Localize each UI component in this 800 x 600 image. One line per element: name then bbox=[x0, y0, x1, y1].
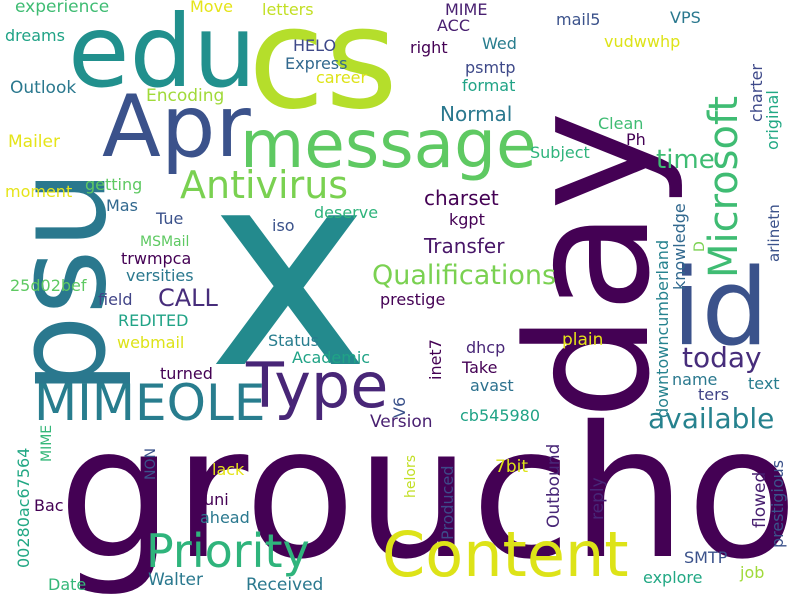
word-antivirus: Antivirus bbox=[180, 163, 349, 207]
word-vps: VPS bbox=[670, 8, 701, 27]
word-experience: experience bbox=[15, 0, 110, 17]
word-bac: Bac bbox=[34, 496, 64, 515]
word-today: today bbox=[682, 341, 762, 374]
word-helors: helors bbox=[403, 455, 419, 498]
word-walter: Walter bbox=[148, 570, 203, 590]
word-clean: Clean bbox=[598, 114, 644, 133]
word-mailer: Mailer bbox=[8, 132, 60, 152]
word-mime-left: MIME bbox=[39, 424, 55, 462]
word-helo: HELO bbox=[293, 36, 337, 55]
word-x: x bbox=[208, 113, 369, 429]
word-time: time bbox=[656, 145, 715, 175]
word-kgpt: kgpt bbox=[449, 210, 485, 229]
word-received: Received bbox=[246, 575, 324, 595]
word-subject: Subject bbox=[530, 143, 590, 162]
word-turned: turned bbox=[160, 364, 213, 383]
word-move: Move bbox=[190, 0, 233, 16]
word-mail5: mail5 bbox=[556, 10, 601, 29]
word-cs: cs bbox=[248, 0, 398, 141]
word-lack: lack bbox=[212, 460, 245, 479]
word-microsoft: Microsoft bbox=[701, 95, 747, 278]
word-format: format bbox=[462, 76, 516, 95]
word-getting: getting bbox=[85, 175, 143, 194]
word-message: message bbox=[240, 106, 537, 183]
word-mail: MSMail bbox=[140, 234, 190, 250]
word-ph: Ph bbox=[626, 130, 646, 149]
word-academic: Academic bbox=[292, 348, 371, 367]
word-transfer: Transfer bbox=[424, 234, 505, 258]
word-uni: uni bbox=[204, 490, 229, 509]
word-ahead: ahead bbox=[200, 508, 250, 527]
word-call: CALL bbox=[158, 284, 218, 312]
word-id: id bbox=[672, 246, 769, 369]
word-non: NON bbox=[143, 448, 159, 480]
word-dhcp: dhcp bbox=[466, 338, 506, 357]
word-priority: Priority bbox=[146, 524, 310, 578]
word-iso: iso bbox=[272, 216, 295, 235]
word-explore: explore bbox=[643, 568, 703, 587]
word-mas: Mas bbox=[106, 196, 138, 215]
word-content: Content bbox=[382, 518, 629, 591]
word-prestige: prestige bbox=[380, 290, 446, 309]
word-available: available bbox=[648, 402, 775, 435]
word-qualifications: Qualifications bbox=[372, 260, 557, 291]
word-d: D bbox=[692, 241, 708, 252]
word-hash1: 25d02bef bbox=[10, 276, 87, 295]
word-letters: letters bbox=[262, 0, 314, 19]
word-edu: edu bbox=[68, 0, 257, 110]
word-plain: plain bbox=[562, 330, 604, 350]
word-mimeole: MIMEOLE bbox=[34, 374, 266, 432]
word-arlinet: arlinetn bbox=[765, 204, 783, 262]
word-mime-top: MIME bbox=[445, 0, 488, 19]
word-wed: Wed bbox=[482, 34, 517, 53]
word-prestigious: prestigious bbox=[768, 459, 787, 548]
word-knowledge: knowledge bbox=[670, 203, 689, 290]
word-job: job bbox=[740, 563, 765, 582]
word-groucho: groucho bbox=[58, 387, 798, 599]
word-inet7: inet7 bbox=[426, 339, 445, 380]
word-vudwwhp: vudwwhp bbox=[604, 32, 681, 51]
word-right: right bbox=[410, 38, 448, 57]
word-tue: Tue bbox=[156, 209, 184, 228]
word-express: Express bbox=[285, 54, 348, 73]
word-field: field bbox=[98, 290, 133, 309]
word-type: Type bbox=[246, 349, 389, 422]
word-career: career bbox=[316, 68, 368, 87]
word-smtp: SMTP bbox=[684, 548, 728, 567]
word-produced: Produced bbox=[438, 465, 457, 540]
word-trwmpca: trwmpca bbox=[121, 249, 192, 268]
word-take: Take bbox=[462, 358, 498, 377]
word-dreams: dreams bbox=[5, 26, 65, 45]
word-original: original bbox=[763, 90, 782, 150]
word-ters: ters bbox=[698, 385, 730, 404]
word-hash2: cb545980 bbox=[460, 406, 541, 425]
word-version: Version bbox=[370, 412, 433, 432]
word-moment: moment bbox=[5, 182, 73, 201]
word-credited: REDITED bbox=[118, 311, 189, 330]
word-name: name bbox=[672, 370, 718, 389]
word-outbound: Outbound bbox=[544, 443, 564, 528]
word-outlook: Outlook bbox=[10, 78, 77, 98]
word-hash3: 00280ac67564 bbox=[14, 447, 33, 568]
word-webmail: webmail bbox=[117, 333, 185, 352]
word-deserve: deserve bbox=[314, 203, 379, 222]
word-apr: Apr bbox=[102, 77, 251, 177]
word-charset: charset bbox=[424, 186, 499, 210]
word-normal: Normal bbox=[440, 102, 513, 126]
word-reply: reply bbox=[588, 477, 608, 520]
word-flowed: flowed bbox=[750, 471, 770, 528]
word-acc: ACC bbox=[437, 16, 471, 35]
word-psmtp: psmtp bbox=[465, 58, 516, 77]
word-date: Date bbox=[48, 575, 87, 594]
word-avast: avast bbox=[470, 376, 514, 395]
word-encoding: Encoding bbox=[146, 86, 225, 106]
word-bit7: 7bit bbox=[495, 457, 528, 477]
word-versities: versities bbox=[126, 266, 194, 285]
word-text: text bbox=[748, 374, 780, 393]
word-status: Status bbox=[268, 331, 319, 350]
word-downtown: downtowncumberland bbox=[653, 239, 672, 418]
